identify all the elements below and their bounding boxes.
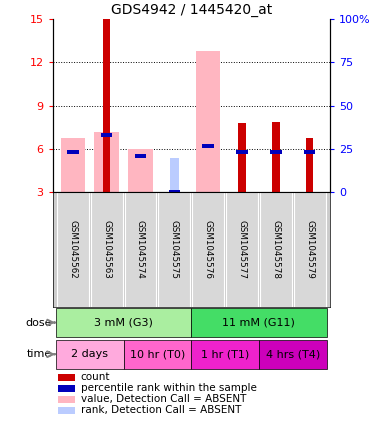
Bar bbox=[272, 122, 280, 192]
Text: time: time bbox=[27, 349, 52, 359]
Title: GDS4942 / 1445420_at: GDS4942 / 1445420_at bbox=[111, 3, 272, 16]
Bar bbox=[61, 137, 85, 192]
Text: GSM1045579: GSM1045579 bbox=[305, 220, 314, 279]
Bar bbox=[191, 340, 259, 368]
Text: 10 hr (T0): 10 hr (T0) bbox=[130, 349, 185, 359]
Text: 3 mM (G3): 3 mM (G3) bbox=[94, 318, 153, 327]
Bar bbox=[306, 137, 314, 192]
Bar bbox=[202, 144, 214, 148]
Bar bbox=[294, 192, 326, 307]
Bar bbox=[260, 192, 292, 307]
Bar bbox=[236, 150, 248, 154]
Text: GSM1045563: GSM1045563 bbox=[102, 220, 111, 279]
Bar bbox=[259, 340, 327, 368]
Text: GSM1045577: GSM1045577 bbox=[237, 220, 246, 279]
Bar bbox=[94, 132, 119, 192]
Text: 2 days: 2 days bbox=[71, 349, 108, 359]
Bar bbox=[169, 190, 180, 195]
Bar bbox=[135, 154, 146, 158]
Text: GSM1045578: GSM1045578 bbox=[272, 220, 280, 279]
Bar bbox=[101, 133, 112, 137]
Text: GSM1045574: GSM1045574 bbox=[136, 220, 145, 279]
Bar bbox=[238, 123, 246, 192]
Bar bbox=[56, 308, 191, 337]
Bar bbox=[103, 19, 110, 192]
Bar bbox=[170, 158, 179, 192]
Text: rank, Detection Call = ABSENT: rank, Detection Call = ABSENT bbox=[81, 405, 241, 415]
Bar bbox=[226, 192, 258, 307]
Bar bbox=[191, 308, 327, 337]
Bar bbox=[196, 51, 220, 192]
Text: 1 hr (T1): 1 hr (T1) bbox=[201, 349, 249, 359]
Bar bbox=[124, 192, 156, 307]
Bar bbox=[57, 192, 89, 307]
Text: value, Detection Call = ABSENT: value, Detection Call = ABSENT bbox=[81, 394, 246, 404]
Bar bbox=[56, 340, 124, 368]
Text: 11 mM (G11): 11 mM (G11) bbox=[222, 318, 296, 327]
Bar bbox=[124, 340, 191, 368]
Text: 4 hrs (T4): 4 hrs (T4) bbox=[266, 349, 320, 359]
Text: count: count bbox=[81, 372, 110, 382]
Bar bbox=[158, 192, 190, 307]
Bar bbox=[304, 150, 315, 154]
Bar bbox=[270, 150, 282, 154]
Bar bbox=[91, 192, 123, 307]
Bar bbox=[192, 192, 224, 307]
Text: GSM1045575: GSM1045575 bbox=[170, 220, 179, 279]
Bar bbox=[67, 150, 78, 154]
Text: dose: dose bbox=[26, 318, 52, 327]
Text: GSM1045562: GSM1045562 bbox=[68, 220, 77, 279]
Text: percentile rank within the sample: percentile rank within the sample bbox=[81, 383, 256, 393]
Text: GSM1045576: GSM1045576 bbox=[204, 220, 213, 279]
Bar bbox=[128, 149, 153, 192]
